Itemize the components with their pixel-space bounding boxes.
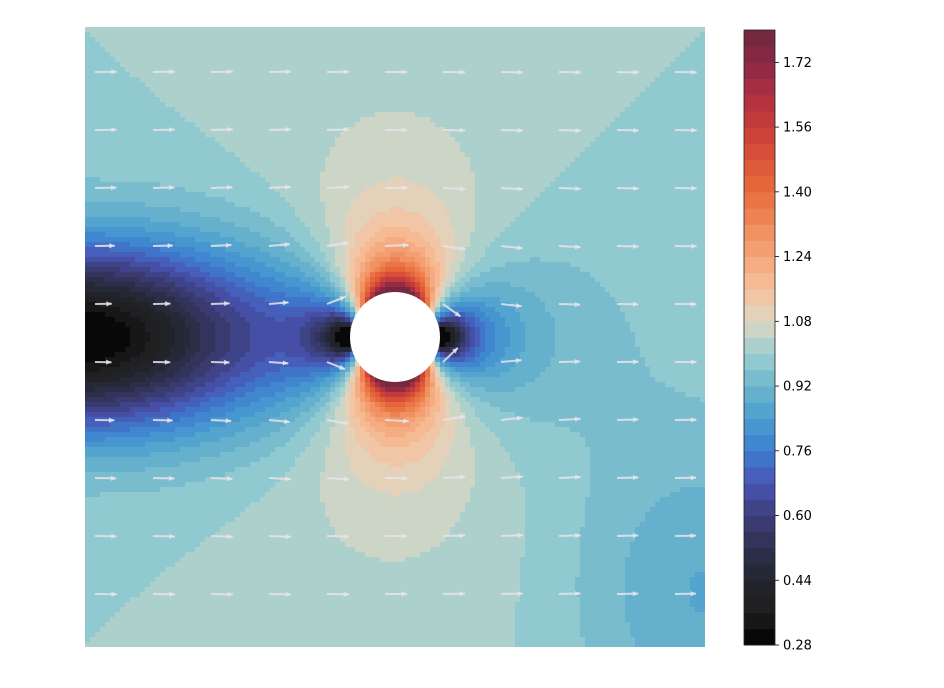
colorbar-band <box>744 111 775 128</box>
colorbar-tick-label: 1.72 <box>783 56 812 71</box>
colorbar-tick-label: 0.92 <box>783 380 812 395</box>
circular-obstacle <box>350 292 440 382</box>
colorbar-tick-label: 0.76 <box>783 444 812 459</box>
colorbar-band <box>744 338 775 355</box>
colorbar-tick-label: 0.28 <box>783 639 812 654</box>
colorbar-band <box>744 499 775 516</box>
colorbar-band <box>744 305 775 322</box>
colorbar-band <box>744 402 775 419</box>
colorbar-band <box>744 257 775 274</box>
colorbar-tick-label: 0.44 <box>783 574 812 589</box>
colorbar-band <box>744 127 775 144</box>
colorbar-band <box>744 596 775 613</box>
colorbar-tick-label: 1.56 <box>783 121 812 136</box>
colorbar-band <box>744 580 775 597</box>
colorbar-band <box>744 62 775 79</box>
colorbar-band <box>744 273 775 290</box>
colorbar-band <box>744 159 775 176</box>
colorbar-band <box>744 176 775 193</box>
colorbar-band <box>744 30 775 47</box>
colorbar-band <box>744 548 775 565</box>
colorbar-band <box>744 516 775 533</box>
colorbar-band <box>744 289 775 306</box>
colorbar-band <box>744 321 775 338</box>
colorbar-band <box>744 95 775 112</box>
colorbar-band <box>744 192 775 209</box>
colorbar-tick-label: 1.40 <box>783 185 812 200</box>
colorbar-band <box>744 46 775 63</box>
colorbar-tick-label: 1.08 <box>783 315 812 330</box>
colorbar-band <box>744 208 775 225</box>
colorbar-band <box>744 564 775 581</box>
colorbar-ticks: 0.28 0.44 0.60 0.76 0.92 1.08 1.24 1.40 1.56 1.72 <box>775 56 812 654</box>
colorbar-bands <box>744 30 775 646</box>
colorbar-band <box>744 224 775 241</box>
colorbar-band <box>744 629 775 646</box>
colorbar-band <box>744 418 775 435</box>
colorbar-tick-label: 1.24 <box>783 250 812 265</box>
colorbar-band <box>744 532 775 549</box>
colorbar-band <box>744 354 775 371</box>
colorbar-band <box>744 79 775 96</box>
colorbar-tick-label: 0.60 <box>783 509 812 524</box>
colorbar-band <box>744 143 775 160</box>
colorbar: 0.28 0.44 0.60 0.76 0.92 1.08 1.24 1.40 1.56 1.72 <box>744 30 812 654</box>
colorbar-band <box>744 467 775 484</box>
contour-plot <box>85 27 706 648</box>
colorbar-band <box>744 451 775 468</box>
colorbar-band <box>744 240 775 257</box>
colorbar-band <box>744 370 775 387</box>
colorbar-band <box>744 483 775 500</box>
colorbar-band <box>744 386 775 403</box>
colorbar-band <box>744 435 775 452</box>
colorbar-band <box>744 613 775 630</box>
